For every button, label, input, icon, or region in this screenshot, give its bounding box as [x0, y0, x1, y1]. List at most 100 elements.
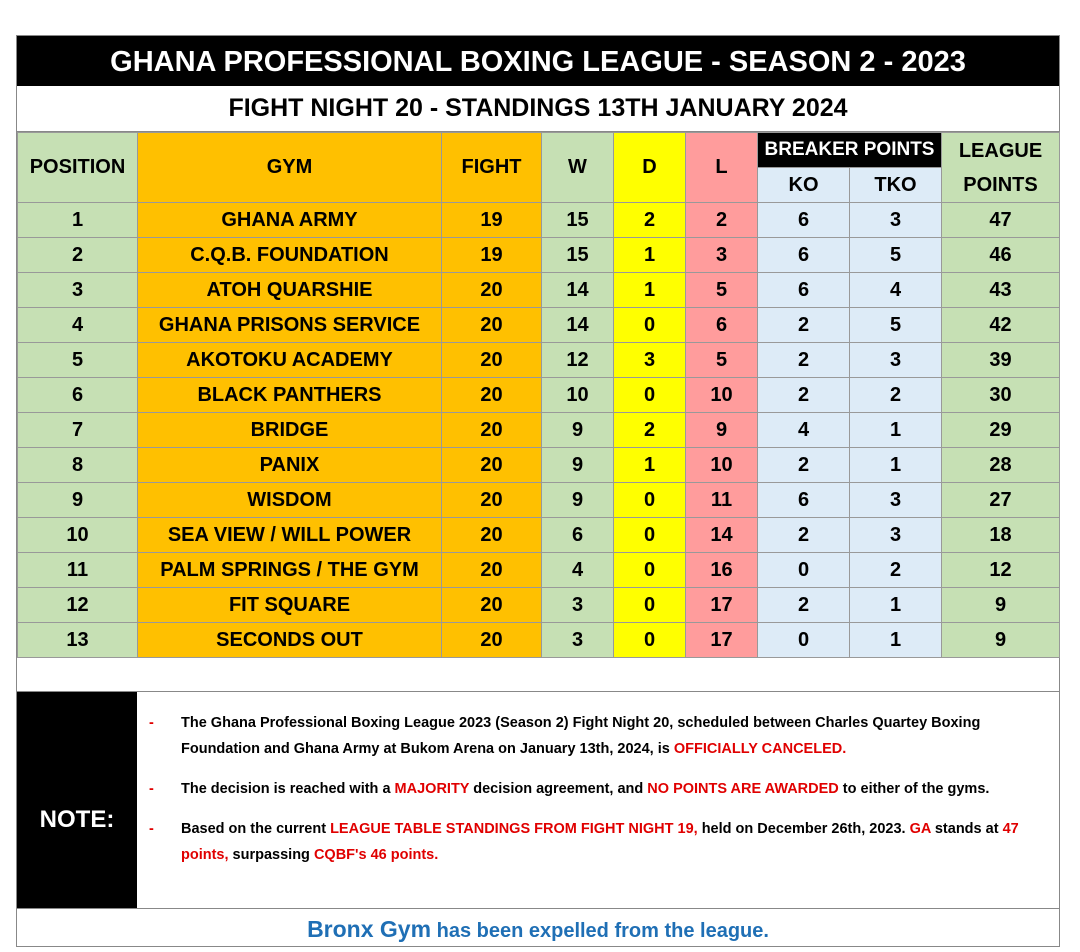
note-text: surpassing — [228, 847, 314, 863]
table-cell: 5 — [849, 237, 942, 273]
table-cell: 46 — [941, 237, 1060, 273]
table-cell: 8 — [17, 447, 138, 483]
table-cell: 4 — [757, 412, 850, 448]
table-cell: 9 — [941, 587, 1060, 623]
table-cell: 4 — [541, 552, 614, 588]
table-row: 4 GHANA PRISONS SERVICE 20 14 0 6 2 5 42 — [17, 307, 1060, 343]
table-cell: 2 — [613, 202, 686, 238]
table-cell: 1 — [613, 237, 686, 273]
note-section: NOTE: The Ghana Professional Boxing Leag… — [17, 692, 1059, 909]
table-cell: 39 — [941, 342, 1060, 378]
table-row: 9 WISDOM 20 9 0 11 6 3 27 — [17, 482, 1060, 518]
table-cell: 20 — [441, 412, 542, 448]
table-cell: 2 — [757, 517, 850, 553]
table-cell: 9 — [685, 412, 758, 448]
note-text: OFFICIALLY CANCELED. — [673, 741, 847, 757]
table-cell: 17 — [685, 587, 758, 623]
table-cell: 30 — [941, 377, 1060, 413]
note-text: The Ghana Professional Boxing League 202… — [181, 715, 981, 757]
header-cell: W — [541, 132, 614, 203]
table-cell: 2 — [613, 412, 686, 448]
table-cell: 20 — [441, 482, 542, 518]
title: GHANA PROFESSIONAL BOXING LEAGUE - SEASO… — [17, 36, 1059, 86]
table-cell: 0 — [613, 587, 686, 623]
table-cell: 1 — [613, 447, 686, 483]
table-cell: 1 — [17, 202, 138, 238]
table-cell: 0 — [613, 517, 686, 553]
header-row: POSITION GYM FIGHT W D L BREAKER POINTS … — [17, 132, 1060, 203]
header-cell: D — [613, 132, 686, 203]
table-row: 8 PANIX 20 9 1 10 2 1 28 — [17, 447, 1060, 483]
note-text: NO POINTS ARE AWARDED — [647, 781, 839, 797]
table-cell: 9 — [541, 412, 614, 448]
table-cell: 6 — [757, 272, 850, 308]
table-cell: 0 — [613, 377, 686, 413]
header-cell: GYM — [137, 132, 442, 203]
note-text: stands at — [930, 821, 1003, 837]
table-row: 5 AKOTOKU ACADEMY 20 12 3 5 2 3 39 — [17, 342, 1060, 378]
table-cell: 2 — [757, 307, 850, 343]
table-cell: 3 — [541, 622, 614, 658]
footer-text: has been expelled from the league. — [431, 920, 769, 942]
table-cell: 6 — [17, 377, 138, 413]
table-cell: GHANA PRISONS SERVICE — [137, 307, 442, 343]
table-cell: BRIDGE — [137, 412, 442, 448]
table-cell: 42 — [941, 307, 1060, 343]
table-cell: 9 — [541, 482, 614, 518]
note-item: The Ghana Professional Boxing League 202… — [149, 710, 1049, 762]
table-cell: 2 — [849, 377, 942, 413]
table-cell: 10 — [541, 377, 614, 413]
table-cell: 0 — [613, 552, 686, 588]
note-text: The decision is reached with a — [181, 781, 395, 797]
table-cell: 6 — [757, 237, 850, 273]
table-cell: 14 — [685, 517, 758, 553]
header-cell: BREAKER POINTS — [757, 132, 942, 168]
table-cell: 2 — [757, 377, 850, 413]
table-cell: PANIX — [137, 447, 442, 483]
note-text: Based on the current — [181, 821, 331, 837]
table-row: 12 FIT SQUARE 20 3 0 17 2 1 9 — [17, 587, 1060, 623]
table-cell: 4 — [849, 272, 942, 308]
table-cell: 4 — [17, 307, 138, 343]
footer-text: Bronx Gym — [307, 916, 432, 942]
table-cell: 20 — [441, 307, 542, 343]
header-cell: LEAGUE POINTS — [941, 132, 1060, 203]
table-cell: 12 — [541, 342, 614, 378]
table-cell: 10 — [17, 517, 138, 553]
table-cell: 2 — [17, 237, 138, 273]
table-row: 3 ATOH QUARSHIE 20 14 1 5 6 4 43 — [17, 272, 1060, 308]
table-cell: 1 — [613, 272, 686, 308]
table-cell: 5 — [685, 272, 758, 308]
table-cell: 15 — [541, 237, 614, 273]
table-row: 6 BLACK PANTHERS 20 10 0 10 2 2 30 — [17, 377, 1060, 413]
table-cell: WISDOM — [137, 482, 442, 518]
table-cell: 0 — [613, 622, 686, 658]
note-items: The Ghana Professional Boxing League 202… — [137, 692, 1059, 908]
table-cell: 1 — [849, 447, 942, 483]
table-cell: 3 — [849, 342, 942, 378]
table-cell: C.Q.B. FOUNDATION — [137, 237, 442, 273]
table-cell: 3 — [17, 272, 138, 308]
note-text: CQBF's 46 points. — [313, 847, 439, 863]
table-cell: 6 — [685, 307, 758, 343]
table-cell: 3 — [849, 202, 942, 238]
subtitle: FIGHT NIGHT 20 - STANDINGS 13TH JANUARY … — [17, 86, 1059, 132]
note-text: MAJORITY — [394, 781, 470, 797]
table-row: 2 C.Q.B. FOUNDATION 19 15 1 3 6 5 46 — [17, 237, 1060, 273]
table-cell: 20 — [441, 552, 542, 588]
table-cell: 19 — [441, 237, 542, 273]
standings-sheet: GHANA PROFESSIONAL BOXING LEAGUE - SEASO… — [16, 35, 1060, 947]
header-cell: POSITION — [17, 132, 138, 203]
table-row: 10 SEA VIEW / WILL POWER 20 6 0 14 2 3 18 — [17, 517, 1060, 553]
table-cell: 2 — [685, 202, 758, 238]
table-cell: 18 — [941, 517, 1060, 553]
table-cell: 16 — [685, 552, 758, 588]
table-cell: 2 — [849, 552, 942, 588]
table-cell: 0 — [613, 482, 686, 518]
footer: Bronx Gym has been expelled from the lea… — [17, 909, 1059, 946]
table-cell: PALM SPRINGS / THE GYM — [137, 552, 442, 588]
table-cell: 17 — [685, 622, 758, 658]
table-cell: 11 — [685, 482, 758, 518]
table-cell: 7 — [17, 412, 138, 448]
